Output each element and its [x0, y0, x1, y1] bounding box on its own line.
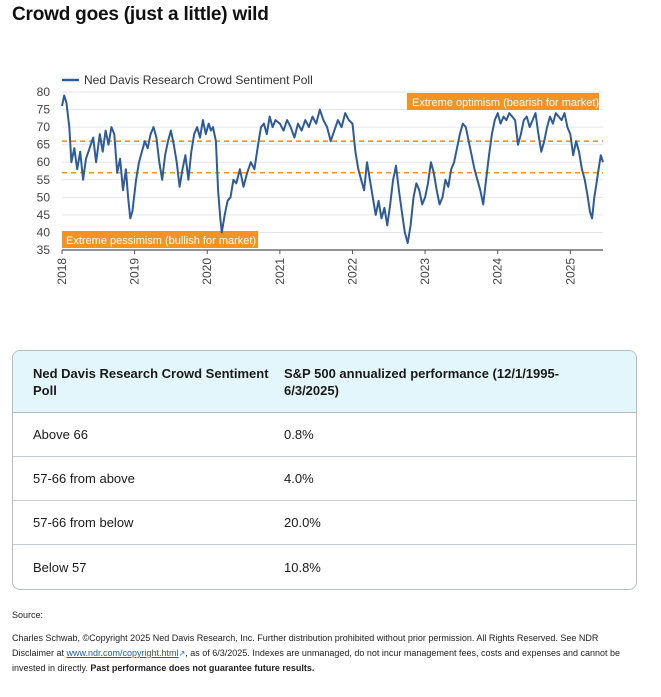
x-tick-label: 2024: [491, 258, 505, 285]
pessimism-label-box: [62, 231, 258, 248]
x-tick-label: 2021: [273, 258, 287, 285]
table-row: Above 66 0.8%: [13, 413, 636, 457]
table-row: 57-66 from below 20.0%: [13, 501, 636, 545]
chart-legend: Ned Davis Research Crowd Sentiment Poll: [62, 73, 313, 87]
y-tick-label: 40: [37, 225, 51, 239]
ndr-copyright-link[interactable]: www.ndr.com/copyright.html: [66, 648, 179, 658]
y-tick-label: 70: [37, 120, 51, 134]
table-cell-label: Below 57: [33, 559, 87, 575]
y-tick-label: 65: [37, 138, 51, 152]
table-cell-label: 57-66 from below: [33, 515, 134, 530]
table-row: 57-66 from above 4.0%: [13, 457, 636, 501]
x-tick-label: 2018: [55, 258, 69, 285]
x-tick-label: 2019: [128, 258, 142, 285]
table-header-row: Ned Davis Research Crowd Sentiment Poll …: [13, 351, 636, 413]
optimism-label: Extreme optimism (bearish for market): [412, 97, 599, 109]
source-text: Charles Schwab, ©Copyright 2025 Ned Davi…: [12, 631, 642, 676]
table-header-sentiment: Ned Davis Research Crowd Sentiment Poll: [33, 366, 269, 398]
y-tick-label: 50: [37, 190, 51, 204]
series-layer: [61, 94, 604, 244]
y-tick-label: 80: [37, 85, 51, 99]
source-text-after-link: , as of 6/3/2025. Indexes are unmanaged,…: [12, 648, 621, 673]
x-tick-label: 2020: [200, 258, 214, 285]
performance-table: Ned Davis Research Crowd Sentiment Poll …: [12, 350, 637, 590]
past-performance-disclaimer: Past performance does not guarantee futu…: [90, 663, 315, 673]
chart-axes: 35 40 45 50 55 60 65 70 75 80 2018 2019 2020 2021 2022…: [37, 85, 603, 285]
external-link-icon: ↗: [178, 649, 186, 658]
table-cell-value: 4.0%: [284, 471, 314, 486]
table-cell-label: Above 66: [33, 427, 88, 442]
y-tick-label: 55: [37, 173, 51, 187]
table-cell-value: 20.0%: [284, 515, 321, 530]
source-label: Source:: [12, 610, 44, 620]
chart-gridlines: [62, 91, 603, 233]
page-title: Crowd goes (just a little) wild: [12, 4, 269, 25]
source-text-before-link: Charles Schwab, ©Copyright 2025 Ned Davi…: [12, 633, 599, 658]
optimism-label-box: [407, 93, 599, 110]
table-cell-label: 57-66 from above: [33, 471, 135, 486]
y-tick-label: 45: [37, 208, 51, 222]
table-header-performance: S&P 500 annualized performance (12/1/199…: [284, 366, 560, 398]
pessimism-label: Extreme pessimism (bullish for market): [66, 235, 256, 247]
y-tick-label: 75: [37, 103, 51, 117]
table-cell-value: 10.8%: [284, 559, 321, 575]
sentiment-series-line: [61, 94, 604, 244]
threshold-lines: Extreme optimism (bearish for market) Ext…: [62, 93, 603, 248]
legend-label: Ned Davis Research Crowd Sentiment Poll: [84, 73, 313, 87]
table-row: Below 57 10.8%: [13, 545, 636, 589]
x-tick-label: 2022: [345, 258, 359, 285]
sentiment-line-chart: Extreme optimism (bearish for market) Ext…: [37, 73, 604, 285]
y-tick-label: 35: [37, 243, 51, 257]
y-tick-label: 60: [37, 155, 51, 169]
x-tick-label: 2023: [418, 258, 432, 285]
x-tick-label: 2025: [563, 258, 577, 285]
table-cell-value: 0.8%: [284, 427, 314, 442]
